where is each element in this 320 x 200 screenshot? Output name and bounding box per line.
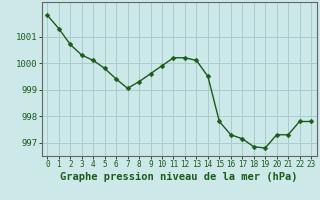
X-axis label: Graphe pression niveau de la mer (hPa): Graphe pression niveau de la mer (hPa)	[60, 172, 298, 182]
